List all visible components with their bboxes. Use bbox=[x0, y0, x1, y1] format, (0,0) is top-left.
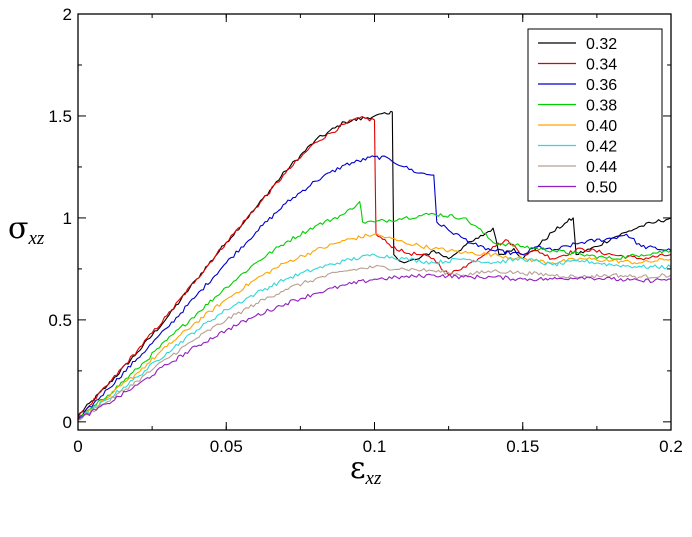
x-axis-subscript: xz bbox=[365, 468, 382, 489]
series-layer bbox=[77, 110, 672, 421]
x-axis-label: εxz bbox=[350, 451, 382, 489]
legend-label-0.36: 0.36 bbox=[586, 77, 617, 94]
y-axis-symbol: σ bbox=[8, 211, 28, 246]
y-tick-label: 1.5 bbox=[48, 107, 72, 126]
series-line-0.42 bbox=[77, 253, 672, 421]
series-line-0.38 bbox=[77, 201, 672, 421]
x-tick-label: 0 bbox=[73, 437, 82, 456]
legend-label-0.40: 0.40 bbox=[586, 118, 617, 135]
series-line-0.50 bbox=[77, 273, 672, 421]
y-tick-label: 2 bbox=[63, 5, 72, 24]
x-tick-label: 0.15 bbox=[506, 437, 539, 456]
x-tick-label: 0.2 bbox=[659, 437, 683, 456]
legend-label-0.32: 0.32 bbox=[586, 36, 617, 53]
series-line-0.40 bbox=[78, 233, 672, 421]
legend-label-0.50: 0.50 bbox=[586, 180, 617, 197]
ticks-layer: 0 0.05 0.1 0.15 0.2 0 0.5 1 1.5 2 bbox=[48, 5, 682, 456]
y-axis-label: σxz bbox=[8, 211, 45, 249]
series-line-0.32 bbox=[77, 110, 672, 417]
x-axis-symbol: ε bbox=[350, 451, 366, 486]
legend-box bbox=[527, 28, 663, 202]
y-tick-label: 0.5 bbox=[48, 311, 72, 330]
x-tick-label: 0.1 bbox=[363, 437, 387, 456]
legend-label-0.34: 0.34 bbox=[586, 57, 617, 74]
legend-label-0.38: 0.38 bbox=[586, 98, 617, 115]
legend-label-0.42: 0.42 bbox=[586, 139, 617, 156]
series-line-0.36 bbox=[77, 155, 672, 421]
series-line-0.44 bbox=[77, 264, 672, 421]
x-tick-label: 0.05 bbox=[210, 437, 243, 456]
y-tick-label: 0 bbox=[63, 413, 72, 432]
legend-label-0.44: 0.44 bbox=[586, 159, 617, 176]
y-axis-subscript: xz bbox=[27, 228, 44, 249]
y-tick-label: 1 bbox=[63, 209, 72, 228]
legend: 0.32 0.34 0.36 0.38 0.40 0.42 0.44 0.50 bbox=[527, 28, 663, 202]
